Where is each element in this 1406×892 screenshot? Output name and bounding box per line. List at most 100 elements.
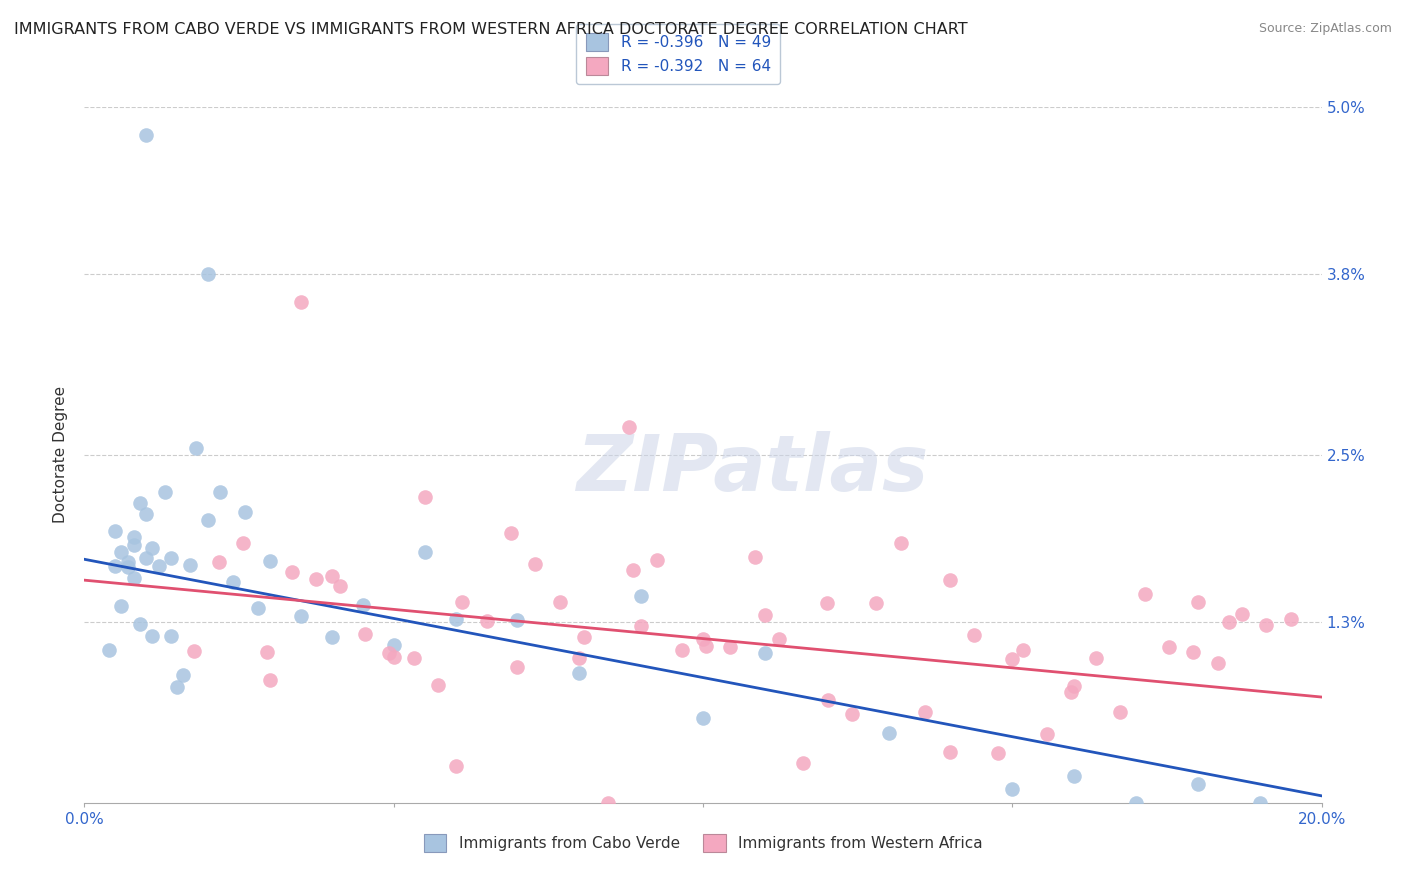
Point: [692, 711, 714, 725]
Point: [209, 485, 232, 500]
Point: [1187, 595, 1209, 609]
Point: [1036, 727, 1059, 741]
Point: [671, 643, 693, 657]
Point: [110, 599, 132, 614]
Point: [718, 640, 741, 655]
Point: [938, 745, 960, 759]
Point: [444, 758, 467, 772]
Point: [98, 643, 121, 657]
Point: [1011, 643, 1033, 657]
Point: [939, 573, 962, 587]
Point: [117, 555, 139, 569]
Point: [754, 608, 776, 623]
Point: [426, 678, 449, 692]
Point: [1256, 617, 1278, 632]
Point: [141, 541, 163, 555]
Point: [695, 639, 717, 653]
Point: [104, 558, 127, 573]
Point: [1109, 705, 1132, 719]
Point: [815, 596, 838, 610]
Point: [382, 638, 405, 652]
Point: [179, 558, 201, 572]
Point: [160, 629, 183, 643]
Point: [104, 524, 127, 538]
Point: [630, 619, 652, 633]
Point: [568, 650, 591, 665]
Point: [506, 660, 529, 674]
Point: [122, 538, 145, 552]
Point: [621, 563, 644, 577]
Point: [817, 692, 839, 706]
Point: [129, 496, 152, 510]
Point: [1218, 615, 1240, 629]
Point: [1157, 640, 1180, 654]
Point: [321, 569, 343, 583]
Point: [166, 680, 188, 694]
Point: [329, 579, 352, 593]
Point: [184, 441, 207, 455]
Point: [617, 420, 640, 434]
Point: [305, 573, 328, 587]
Point: [233, 505, 256, 519]
Point: [135, 551, 157, 566]
Point: [246, 600, 269, 615]
Point: [548, 595, 571, 609]
Point: [353, 627, 375, 641]
Point: [1060, 685, 1083, 699]
Point: [1084, 650, 1107, 665]
Point: [122, 572, 145, 586]
Point: [1230, 607, 1253, 621]
Point: [207, 555, 229, 569]
Point: [914, 705, 936, 719]
Point: [382, 650, 405, 665]
Point: [280, 565, 302, 579]
Point: [160, 551, 183, 566]
Point: [1133, 587, 1156, 601]
Point: [110, 544, 132, 558]
Point: [598, 796, 620, 810]
Point: [259, 554, 281, 568]
Point: [692, 632, 714, 646]
Point: [402, 651, 425, 665]
Point: [1063, 679, 1085, 693]
Point: [890, 535, 912, 549]
Point: [630, 589, 652, 603]
Text: IMMIGRANTS FROM CABO VERDE VS IMMIGRANTS FROM WESTERN AFRICA DOCTORATE DEGREE CO: IMMIGRANTS FROM CABO VERDE VS IMMIGRANTS…: [14, 22, 967, 37]
Point: [122, 530, 145, 544]
Point: [1001, 782, 1024, 797]
Point: [744, 549, 766, 564]
Point: [1206, 656, 1229, 670]
Point: [645, 553, 668, 567]
Legend: Immigrants from Cabo Verde, Immigrants from Western Africa: Immigrants from Cabo Verde, Immigrants f…: [418, 828, 988, 858]
Point: [148, 558, 170, 573]
Point: [865, 596, 887, 610]
Point: [568, 665, 591, 680]
Point: [499, 526, 522, 541]
Y-axis label: Doctorate Degree: Doctorate Degree: [53, 386, 69, 524]
Point: [197, 267, 219, 281]
Point: [754, 646, 776, 660]
Point: [413, 490, 436, 504]
Point: [222, 575, 245, 590]
Point: [256, 645, 278, 659]
Point: [172, 668, 194, 682]
Point: [475, 614, 498, 628]
Point: [963, 628, 986, 642]
Point: [1063, 769, 1085, 783]
Point: [290, 608, 312, 623]
Point: [768, 632, 790, 646]
Point: [1125, 796, 1147, 810]
Point: [877, 725, 900, 739]
Point: [841, 707, 863, 722]
Point: [378, 646, 401, 660]
Point: [444, 612, 467, 626]
Point: [572, 630, 595, 644]
Point: [413, 544, 436, 558]
Point: [1187, 777, 1209, 791]
Point: [1279, 612, 1302, 626]
Point: [153, 485, 176, 500]
Point: [117, 560, 139, 574]
Point: [290, 294, 312, 309]
Point: [321, 630, 343, 644]
Text: ZIPatlas: ZIPatlas: [576, 431, 928, 507]
